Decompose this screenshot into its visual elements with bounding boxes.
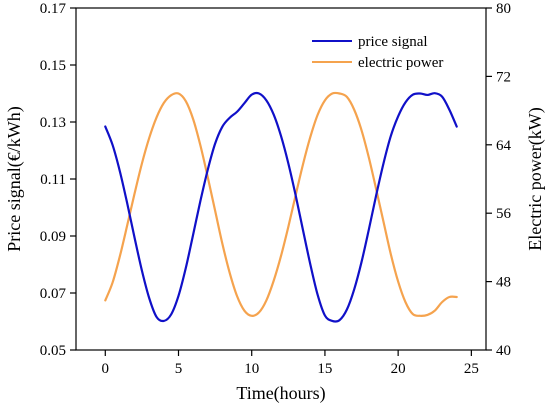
left-y-tick-label: 0.09 [40,229,66,245]
right-y-axis-title: Electric power(kW) [525,107,546,250]
left-y-tick-label: 0.11 [40,172,66,188]
x-tick-label: 15 [317,361,332,377]
right-y-tick-label: 48 [496,275,511,291]
legend-label-electric-power: electric power [358,55,443,71]
x-axis-ticks: 0 5 10 15 20 25 [102,350,479,377]
x-tick-label: 10 [244,361,259,377]
x-tick-label: 25 [464,361,479,377]
series-layer [104,91,458,323]
left-y-axis-title: Price signal(€/kWh) [4,106,25,251]
right-y-tick-label: 56 [496,206,512,222]
left-y-tick-label: 0.15 [40,58,66,74]
left-y-axis-ticks: 0.05 0.07 0.09 0.11 0.13 0.15 0.17 [40,1,76,359]
left-y-tick-label: 0.07 [40,286,67,302]
right-y-tick-label: 72 [496,69,511,85]
right-y-axis-ticks: 40 48 56 64 72 80 [486,1,512,359]
x-tick-label: 0 [102,361,110,377]
right-y-tick-label: 80 [496,1,511,17]
x-tick-label: 20 [391,361,406,377]
left-y-tick-label: 0.13 [40,115,66,131]
left-y-tick-label: 0.05 [40,343,66,359]
right-y-tick-label: 40 [496,343,511,359]
x-axis-title: Time(hours) [236,383,325,404]
left-y-tick-label: 0.17 [40,1,67,17]
legend-label-price-signal: price signal [358,34,428,50]
series-line-electric-power [104,91,458,317]
x-tick-label: 5 [175,361,183,377]
series-line-price-signal [104,91,458,323]
legend: price signal electric power [312,34,443,71]
right-y-tick-label: 64 [496,138,512,154]
